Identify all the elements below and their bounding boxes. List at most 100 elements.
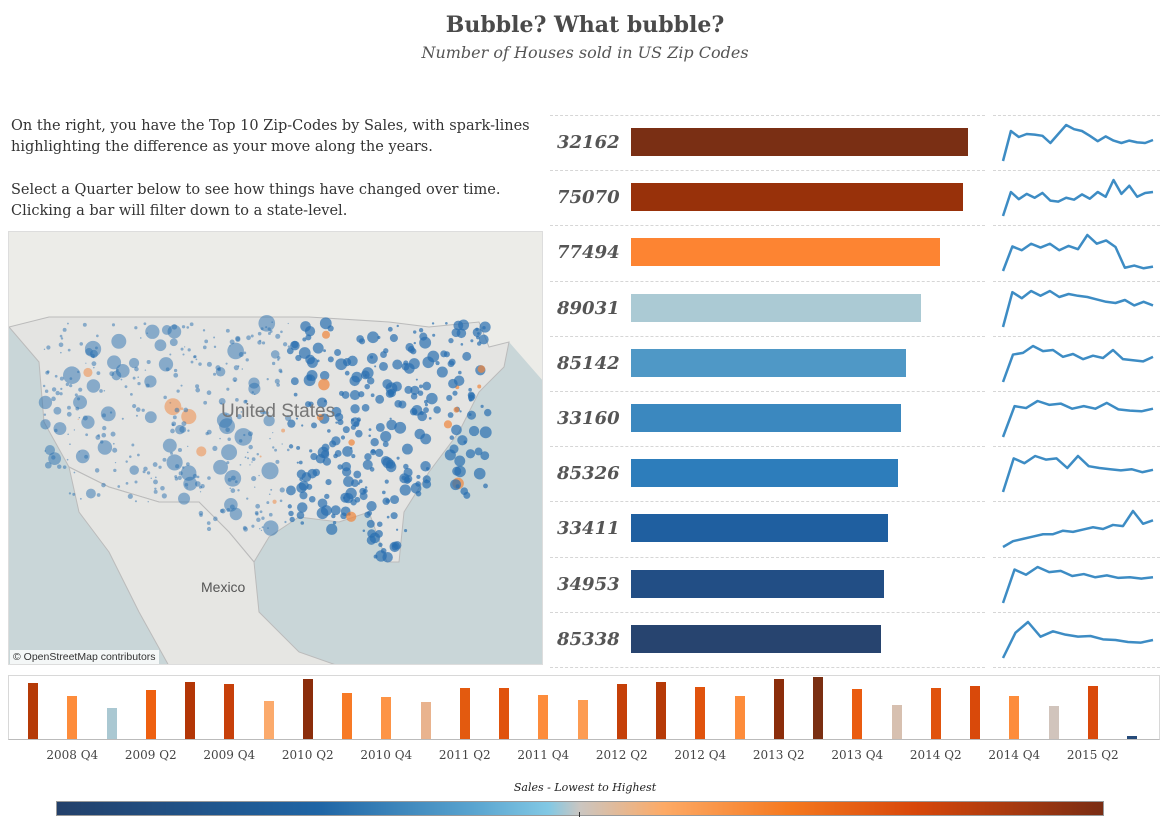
- sales-bubble[interactable]: [180, 347, 184, 351]
- sales-bubble[interactable]: [390, 495, 400, 505]
- zip-sparkline[interactable]: [1000, 559, 1158, 609]
- sales-bubble[interactable]: [173, 372, 179, 378]
- sales-bubble[interactable]: [244, 399, 248, 403]
- sales-bubble[interactable]: [288, 510, 294, 517]
- sales-bubble[interactable]: [285, 414, 292, 422]
- sales-bubble[interactable]: [270, 350, 280, 359]
- sales-bubble[interactable]: [213, 459, 228, 475]
- sales-bubble[interactable]: [69, 377, 73, 380]
- quarter-bar[interactable]: [891, 705, 902, 739]
- sales-bubble[interactable]: [432, 333, 436, 337]
- sales-bubble[interactable]: [207, 476, 211, 480]
- sales-bubble[interactable]: [135, 407, 141, 412]
- sales-bubble[interactable]: [419, 411, 424, 416]
- sales-bubble[interactable]: [58, 342, 64, 348]
- quarter-bar[interactable]: [342, 693, 352, 739]
- sales-bubble[interactable]: [436, 366, 448, 378]
- sales-bubble[interactable]: [389, 334, 398, 343]
- sales-bubble[interactable]: [244, 456, 247, 459]
- sales-bubble[interactable]: [42, 384, 46, 388]
- sales-bubble[interactable]: [46, 370, 50, 374]
- sales-bubble[interactable]: [366, 353, 378, 364]
- sales-bubble[interactable]: [113, 468, 117, 473]
- sales-bubble[interactable]: [364, 486, 368, 489]
- sales-bubble[interactable]: [386, 419, 397, 431]
- sales-bubble[interactable]: [305, 334, 312, 341]
- sales-bubble[interactable]: [86, 379, 101, 393]
- sales-bubble[interactable]: [109, 371, 115, 377]
- sales-bubble[interactable]: [260, 529, 263, 532]
- sales-bubble[interactable]: [297, 502, 308, 513]
- sales-bubble[interactable]: [428, 416, 432, 420]
- quarter-bar[interactable]: [577, 700, 588, 739]
- sales-bubble[interactable]: [390, 512, 398, 520]
- sales-bubble[interactable]: [166, 454, 183, 471]
- sales-bubble[interactable]: [281, 428, 286, 433]
- sales-bubble[interactable]: [82, 322, 87, 327]
- sales-bubble[interactable]: [281, 443, 283, 445]
- sales-bubble[interactable]: [251, 457, 256, 462]
- sales-bubble[interactable]: [233, 379, 236, 382]
- zip-sparkline[interactable]: [1000, 448, 1158, 498]
- sales-bubble[interactable]: [235, 397, 239, 402]
- sales-bubble[interactable]: [62, 327, 67, 332]
- zip-sparkline[interactable]: [1000, 117, 1158, 167]
- sales-bubble[interactable]: [392, 359, 403, 370]
- sales-bubble[interactable]: [335, 358, 348, 371]
- sales-bubble[interactable]: [193, 355, 196, 359]
- sales-bubble[interactable]: [259, 409, 265, 415]
- sales-bubble[interactable]: [346, 511, 357, 522]
- sales-bubble[interactable]: [77, 397, 81, 401]
- sales-bubble[interactable]: [147, 501, 149, 503]
- sales-bubble[interactable]: [162, 457, 167, 462]
- sales-bubble[interactable]: [289, 516, 295, 523]
- sales-bubble[interactable]: [180, 384, 183, 387]
- sales-bubble[interactable]: [309, 449, 313, 453]
- zip-sales-bar[interactable]: [631, 348, 906, 377]
- quarter-bar[interactable]: [773, 679, 784, 739]
- sales-bubble[interactable]: [59, 376, 64, 381]
- sales-bubble[interactable]: [377, 521, 383, 527]
- sales-bubble[interactable]: [416, 474, 421, 479]
- sales-bubble[interactable]: [107, 355, 122, 370]
- sales-bubble[interactable]: [206, 429, 212, 435]
- quarter-bar[interactable]: [695, 687, 706, 739]
- zip-code-label[interactable]: 85142: [557, 352, 620, 374]
- sales-bubble[interactable]: [387, 326, 393, 332]
- sales-bubble[interactable]: [180, 465, 197, 481]
- sales-bubble[interactable]: [206, 521, 211, 525]
- sales-bubble[interactable]: [366, 377, 375, 385]
- sales-bubble[interactable]: [334, 349, 342, 356]
- sales-bubble[interactable]: [415, 490, 422, 497]
- sales-bubble[interactable]: [288, 444, 294, 449]
- sales-bubble[interactable]: [450, 479, 462, 491]
- sales-bubble[interactable]: [418, 384, 423, 389]
- sales-bubble[interactable]: [53, 406, 62, 415]
- sales-bubble[interactable]: [85, 433, 89, 437]
- sales-bubble[interactable]: [287, 322, 289, 325]
- sales-bubble[interactable]: [349, 375, 360, 387]
- zip-sales-bar[interactable]: [631, 514, 888, 543]
- sales-bubble[interactable]: [379, 361, 388, 371]
- zip-sparkline[interactable]: [1000, 614, 1158, 664]
- sales-bubble[interactable]: [473, 467, 486, 480]
- sales-bubble[interactable]: [366, 535, 376, 545]
- map-canvas[interactable]: United States Mexico: [9, 232, 543, 665]
- sales-bubble[interactable]: [457, 435, 468, 446]
- sales-bubble[interactable]: [125, 460, 128, 463]
- sales-bubble[interactable]: [246, 451, 249, 454]
- sales-bubble[interactable]: [380, 351, 387, 358]
- sales-bubble[interactable]: [295, 354, 302, 362]
- quarter-bar[interactable]: [1087, 686, 1098, 739]
- sales-bubble[interactable]: [389, 417, 392, 420]
- sales-bubble[interactable]: [134, 480, 138, 484]
- sales-bubble[interactable]: [265, 411, 269, 415]
- sales-bubble[interactable]: [181, 325, 186, 329]
- sales-bubble[interactable]: [234, 428, 253, 446]
- sales-bubble[interactable]: [96, 493, 101, 497]
- sales-bubble[interactable]: [170, 428, 175, 434]
- sales-bubble[interactable]: [368, 434, 371, 438]
- sales-bubble[interactable]: [319, 370, 330, 381]
- sales-bubble[interactable]: [134, 366, 139, 372]
- zip-sales-bar[interactable]: [631, 183, 963, 212]
